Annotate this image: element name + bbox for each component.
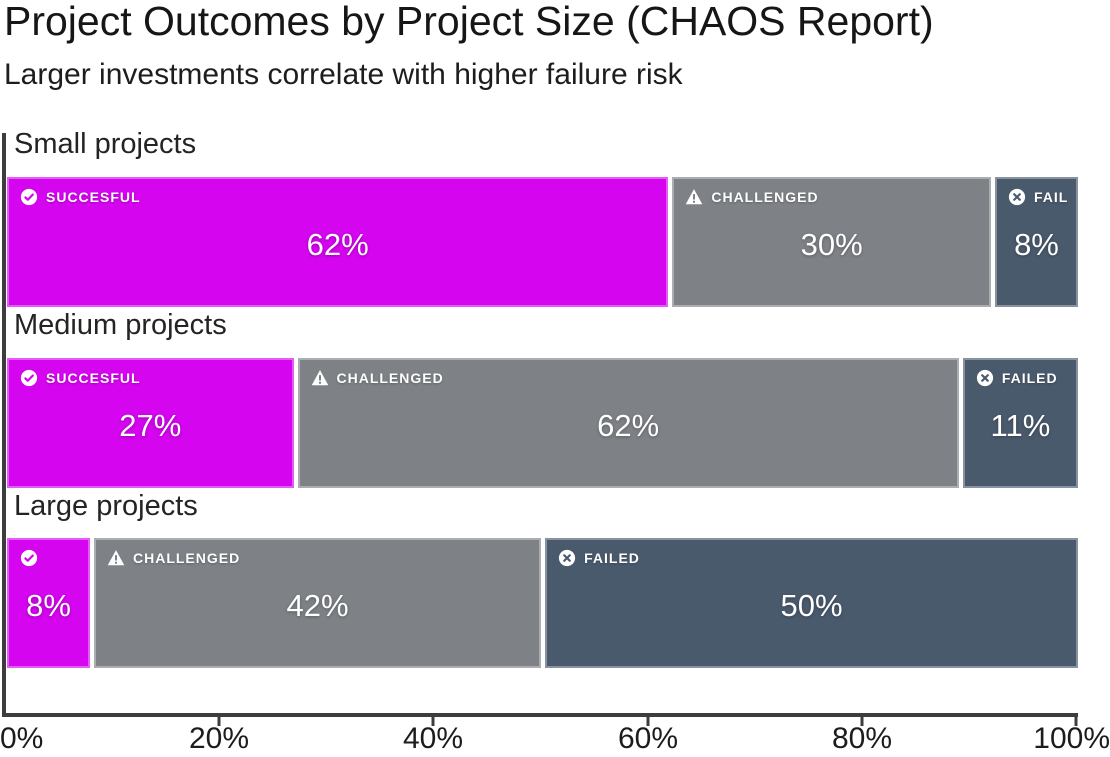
segment-small-challenged: CHALLENGED 30% bbox=[672, 177, 991, 307]
x-axis-tick bbox=[217, 717, 221, 726]
category-label-medium-projects: Medium projects bbox=[14, 309, 227, 341]
segment-value: 27% bbox=[119, 407, 182, 443]
segment-value: 8% bbox=[26, 587, 71, 623]
segment-label: FAILED bbox=[584, 550, 640, 566]
x-axis-tick-label: 100% bbox=[1033, 722, 1110, 755]
segment-label: SUCCESFUL bbox=[46, 189, 141, 205]
warning-triangle-icon bbox=[311, 369, 329, 387]
segment-medium-failed: FAILED 11% bbox=[962, 358, 1078, 488]
segment-label: FAILED bbox=[1001, 370, 1058, 386]
segment-header: CHALLENGED bbox=[311, 369, 444, 387]
segment-value: 30% bbox=[800, 226, 863, 262]
check-circle-icon bbox=[20, 549, 38, 567]
segment-value: 62% bbox=[597, 407, 660, 443]
segment-value: 62% bbox=[306, 226, 369, 262]
warning-triangle-icon bbox=[685, 188, 703, 206]
segment-value: 8% bbox=[1014, 226, 1059, 262]
segment-large-challenged: CHALLENGED 42% bbox=[94, 538, 542, 668]
segment-medium-challenged: CHALLENGED 62% bbox=[297, 358, 959, 488]
x-axis-tick bbox=[646, 717, 650, 726]
x-circle-icon bbox=[558, 549, 576, 567]
bar-medium-projects: SUCCESFUL 27% CHALLENGED 62% FAILED 11% bbox=[7, 358, 1078, 488]
segment-header bbox=[20, 549, 46, 567]
x-axis-tick-label: 60% bbox=[617, 722, 679, 755]
category-label-small-projects: Small projects bbox=[14, 128, 197, 160]
x-axis-tick bbox=[860, 717, 864, 726]
x-axis-tick bbox=[1074, 717, 1078, 726]
segment-label: SUCCESFUL bbox=[46, 370, 141, 386]
check-circle-icon bbox=[20, 188, 38, 206]
x-axis-line bbox=[2, 713, 1078, 717]
segment-header: FAILED bbox=[976, 369, 1058, 387]
x-axis-tick-label: 0% bbox=[0, 722, 44, 755]
segment-label: CHALLENGED bbox=[336, 370, 444, 386]
segment-label: CHALLENGED bbox=[133, 550, 241, 566]
segment-value: 42% bbox=[286, 587, 349, 623]
segment-value: 11% bbox=[990, 407, 1051, 443]
segment-value: 50% bbox=[780, 587, 843, 623]
x-circle-icon bbox=[1008, 188, 1026, 206]
segment-header: SUCCESFUL bbox=[20, 188, 141, 206]
segment-header: CHALLENGED bbox=[685, 188, 818, 206]
segment-header: SUCCESFUL bbox=[20, 369, 141, 387]
segment-label: FAIL bbox=[1033, 189, 1069, 205]
page-title: Project Outcomes by Project Size (CHAOS … bbox=[4, 0, 934, 44]
check-circle-icon bbox=[20, 369, 38, 387]
segment-header: FAILED bbox=[558, 549, 640, 567]
segment-label: CHALLENGED bbox=[711, 189, 819, 205]
segment-large-failed: FAILED 50% bbox=[545, 538, 1078, 668]
x-axis-tick bbox=[431, 717, 435, 726]
warning-triangle-icon bbox=[107, 549, 125, 567]
segment-small-successful: SUCCESFUL 62% bbox=[7, 177, 669, 307]
category-label-large-projects: Large projects bbox=[14, 490, 198, 522]
x-axis-tick-label: 20% bbox=[188, 722, 250, 755]
segment-large-successful: 8% bbox=[7, 538, 90, 668]
segment-header: FAIL bbox=[1008, 188, 1068, 206]
y-axis-line bbox=[2, 133, 6, 716]
segment-small-failed: FAIL 8% bbox=[994, 177, 1078, 307]
segment-header: CHALLENGED bbox=[107, 549, 240, 567]
bar-small-projects: SUCCESFUL 62% CHALLENGED 30% FAIL 8% bbox=[7, 177, 1078, 307]
x-axis-tick-label: 80% bbox=[831, 722, 893, 755]
x-circle-icon bbox=[976, 369, 994, 387]
x-axis-tick-label: 40% bbox=[402, 722, 464, 755]
bar-large-projects: 8% CHALLENGED 42% FAILED 50% bbox=[7, 538, 1078, 668]
segment-medium-successful: SUCCESFUL 27% bbox=[7, 358, 294, 488]
page-subtitle: Larger investments correlate with higher… bbox=[4, 58, 683, 91]
